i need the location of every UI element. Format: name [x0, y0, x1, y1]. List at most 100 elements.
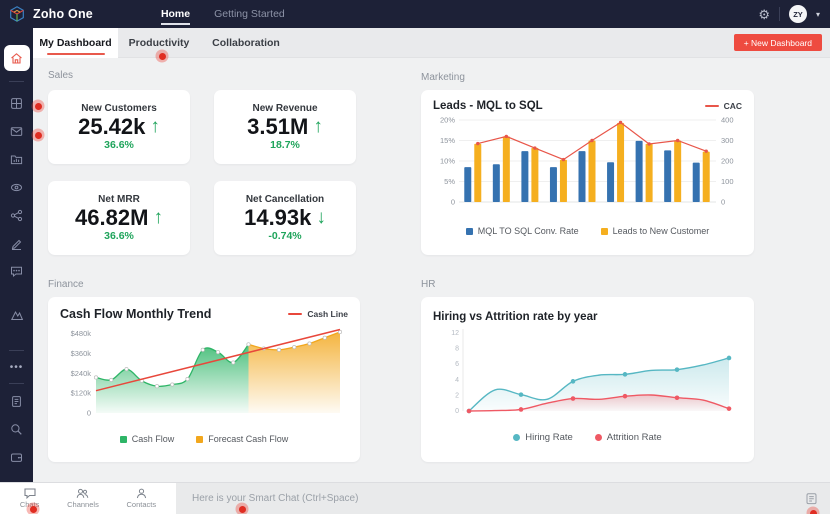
legend-cac: CAC [704, 101, 742, 111]
brand-title: Zoho One [33, 7, 93, 21]
kpi-card-new-customers[interactable]: New Customers 25.42k ↑ 36.6% [48, 90, 190, 164]
svg-text:8: 8 [455, 346, 459, 353]
tab-my-dashboard[interactable]: My Dashboard [33, 28, 118, 58]
sidebar-item-search[interactable] [4, 416, 30, 442]
chart-card-leads[interactable]: Leads - MQL to SQL CAC 20% 400 15% 300 10% 20… [421, 90, 754, 255]
svg-text:2: 2 [455, 392, 459, 399]
legend-cash-line: Cash Line [288, 309, 348, 319]
kpi-card-net-mrr[interactable]: Net MRR 46.82M ↑ 36.6% [48, 181, 190, 255]
topbar-divider [778, 7, 780, 21]
top-bar: Zoho One Home Getting Started ⚙ ZY ▾ [0, 0, 830, 28]
sidebar-item-insights[interactable] [4, 174, 30, 200]
svg-text:300: 300 [721, 136, 734, 145]
channels-button[interactable]: Channels [67, 488, 99, 509]
smart-chat-bar: Chats Channels Contacts Here is your Sma… [0, 482, 830, 514]
kpi-delta: 18.7% [270, 139, 300, 152]
chats-icon [24, 488, 36, 499]
kpi-value: 3.51M [247, 113, 309, 139]
cash-line-swatch [288, 313, 303, 315]
legend-hiring-rate[interactable]: Hiring Rate [513, 432, 573, 443]
chat-shortcuts: Chats Channels Contacts [0, 483, 176, 514]
share-nodes-icon [10, 209, 23, 221]
search-icon [11, 423, 22, 435]
leads-chart: 20% 400 15% 300 10% 200 5% 100 0 0 [440, 116, 734, 207]
svg-text:0: 0 [451, 198, 455, 207]
svg-text:400: 400 [721, 116, 734, 125]
click-marker [31, 128, 45, 142]
home-icon [11, 52, 22, 64]
svg-text:4: 4 [455, 377, 459, 384]
sidebar-item-sign[interactable] [4, 230, 30, 256]
svg-text:$240k: $240k [71, 369, 92, 378]
legend-cash-flow[interactable]: Cash Flow [119, 434, 174, 444]
svg-text:0: 0 [87, 409, 91, 418]
kpi-title: Net MRR [98, 193, 140, 205]
clipboard-icon[interactable] [805, 492, 818, 505]
topnav-home[interactable]: Home [160, 0, 191, 28]
new-dashboard-button[interactable]: + New Dashboard [733, 34, 822, 51]
chats-button[interactable]: Chats [20, 488, 39, 509]
legend-attrition-rate[interactable]: Attrition Rate [594, 432, 662, 443]
kpi-title: New Revenue [252, 102, 318, 114]
sidebar-item-apps[interactable] [4, 90, 30, 116]
eye-icon [11, 183, 22, 191]
sidebar-item-reports[interactable] [4, 146, 30, 172]
tab-collaboration[interactable]: Collaboration [212, 37, 280, 49]
svg-text:200: 200 [721, 157, 734, 166]
sidebar-item-mail[interactable] [4, 118, 30, 144]
channels-icon [77, 488, 89, 498]
svg-text:6: 6 [455, 361, 459, 368]
kpi-delta: 36.6% [104, 139, 134, 152]
smart-chat-input[interactable]: Here is your Smart Chat (Ctrl+Space) [192, 493, 359, 504]
folder-chart-icon [10, 155, 23, 164]
wallet-icon [11, 453, 22, 462]
app-sidebar: ••• [0, 28, 33, 482]
legend-mql[interactable]: MQL TO SQL Conv. Rate [465, 226, 579, 236]
section-label-sales: Sales [48, 70, 74, 81]
kpi-title: Net Cancellation [245, 193, 325, 205]
svg-text:15%: 15% [440, 136, 455, 145]
analytics-mountain-icon [10, 310, 23, 320]
trend-down-icon: ↓ [316, 206, 326, 228]
chart-card-cashflow[interactable]: Cash Flow Monthly Trend Cash Line $480k $… [48, 297, 360, 462]
avatar-caret-icon[interactable]: ▾ [815, 9, 820, 19]
trend-up-icon: ↑ [150, 115, 160, 137]
legend-leads[interactable]: Leads to New Customer [600, 226, 709, 236]
sidebar-item-network[interactable] [4, 202, 30, 228]
click-marker [31, 99, 45, 113]
mail-icon [10, 126, 23, 136]
svg-text:12: 12 [451, 330, 459, 337]
tab-productivity[interactable]: Productivity [128, 37, 190, 49]
svg-text:20%: 20% [440, 116, 455, 125]
kpi-card-net-cancellation[interactable]: Net Cancellation 14.93k ↓ -0.74% [214, 181, 356, 255]
section-label-marketing: Marketing [421, 72, 465, 83]
dashboard-tab-bar: My Dashboard Productivity Collaboration … [33, 28, 830, 58]
sidebar-item-analytics[interactable] [4, 302, 30, 328]
contacts-button[interactable]: Contacts [127, 488, 156, 509]
topnav-getting-started[interactable]: Getting Started [214, 8, 285, 20]
svg-text:5%: 5% [444, 177, 455, 186]
chart-title: Cash Flow Monthly Trend [60, 307, 212, 321]
sidebar-item-cliq[interactable] [4, 258, 30, 284]
kpi-delta: -0.74% [268, 230, 302, 243]
apps-icon [11, 97, 22, 109]
sidebar-item-more[interactable]: ••• [9, 362, 24, 373]
avatar[interactable]: ZY [788, 5, 807, 23]
kpi-value: 14.93k [244, 204, 312, 230]
svg-text:100: 100 [721, 177, 734, 186]
sidebar-divider [9, 81, 24, 82]
legend-forecast[interactable]: Forecast Cash Flow [196, 434, 288, 444]
hiring-chart: 12 8 6 4 2 0 [451, 329, 732, 415]
compose-pen-icon [11, 239, 22, 250]
cashflow-chart: $480k $360k $240k $120k 0 [71, 328, 343, 418]
section-label-finance: Finance [48, 279, 84, 290]
sidebar-item-wallet[interactable] [4, 444, 30, 470]
sidebar-item-notes[interactable] [4, 388, 30, 414]
settings-gear-icon[interactable]: ⚙ [758, 6, 770, 22]
trend-up-icon: ↑ [313, 115, 323, 137]
kpi-card-new-revenue[interactable]: New Revenue 3.51M ↑ 18.7% [214, 90, 356, 164]
sidebar-item-home[interactable] [3, 45, 30, 71]
chart-card-hiring[interactable]: Hiring vs Attrition rate by year 12 8 6 4 2 0… [421, 297, 754, 462]
chart-title: Hiring vs Attrition rate by year [433, 311, 598, 323]
